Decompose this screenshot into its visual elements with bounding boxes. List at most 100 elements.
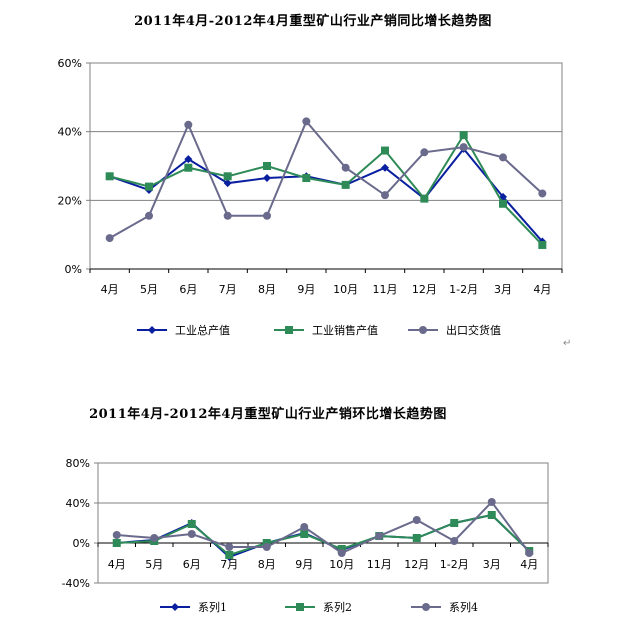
legend-label: 出口交货值: [446, 323, 501, 337]
x-tick-label: 8月: [258, 558, 276, 571]
data-point: [300, 530, 309, 538]
data-point: [381, 146, 389, 155]
data-point: [487, 511, 496, 519]
data-point: [487, 498, 496, 506]
legend-marker: [422, 603, 430, 611]
data-point: [105, 234, 114, 243]
data-point: [263, 162, 271, 170]
x-tick-label: 10月: [333, 283, 358, 296]
x-tick-label: 9月: [295, 558, 313, 571]
data-point: [145, 182, 153, 191]
data-point: [375, 532, 384, 540]
legend-marker: [148, 326, 156, 334]
series-line: [116, 513, 530, 557]
plot-area: [89, 62, 563, 270]
x-tick-label: 5月: [145, 558, 163, 571]
plot-area: [97, 462, 549, 584]
data-point: [538, 189, 547, 198]
data-point: [341, 180, 350, 189]
data-point: [145, 211, 153, 220]
legend-label: 系列4: [449, 600, 478, 614]
y-tick-label: 80%: [66, 457, 90, 470]
data-point: [263, 174, 271, 183]
chart-title: 2011年4月-2012年4月重型矿山行业产销环比增长趋势图: [89, 407, 447, 422]
data-point: [184, 155, 193, 164]
x-tick-label: 6月: [183, 558, 201, 571]
legend-label: 系列1: [198, 600, 227, 614]
legend-marker: [285, 326, 293, 334]
legend-marker: [296, 603, 304, 611]
legend-label: 工业销售产值: [312, 323, 378, 337]
mom-chart-plot: -40% 0% 40% 80% 4月 5月 6月 7月 8月 9月 10月 11月 12月 1-2月 3月 4…: [62, 457, 549, 614]
data-point: [412, 516, 421, 524]
series-line: [116, 500, 531, 555]
x-tick-label: 12月: [412, 283, 437, 296]
data-point: [225, 551, 234, 559]
x-tick-label: 3月: [494, 283, 512, 296]
y-tick-label: 0%: [73, 537, 90, 550]
x-tick-label: 1-2月: [449, 283, 478, 296]
data-point: [112, 539, 121, 547]
x-tick-label: 9月: [297, 283, 315, 296]
series-line: [109, 147, 544, 243]
series-line: [109, 119, 544, 239]
y-tick-label: -40%: [62, 577, 90, 590]
data-point: [337, 549, 346, 557]
legend-label: 系列2: [323, 600, 352, 614]
data-point: [459, 131, 468, 140]
x-tick-label: 5月: [140, 283, 158, 296]
data-point: [499, 199, 507, 208]
data-point: [459, 143, 468, 152]
data-point: [420, 194, 429, 203]
data-point: [381, 191, 389, 200]
x-tick-label: 1-2月: [440, 558, 469, 571]
data-point: [263, 211, 271, 220]
data-point: [302, 174, 311, 183]
x-tick-label: 6月: [179, 283, 197, 296]
x-tick-label: 3月: [483, 558, 501, 571]
data-point: [223, 172, 232, 181]
y-tick-label: 40%: [58, 126, 82, 139]
data-point: [412, 534, 421, 542]
series-line: [109, 133, 544, 246]
mom-chart: 2011年4月-2012年4月重型矿山行业产销环比增长趋势图 -40% 0% 40%…: [0, 395, 626, 633]
x-tick-label: 4月: [101, 283, 119, 296]
data-point: [223, 211, 232, 220]
legend-marker: [171, 603, 179, 611]
data-point: [112, 531, 121, 539]
paragraph-mark: ↵: [563, 338, 572, 349]
legend-label: 工业总产值: [175, 323, 230, 337]
data-point: [300, 523, 309, 531]
data-point: [538, 240, 547, 249]
y-tick-label: 40%: [66, 497, 90, 510]
yoy-chart: 2011年4月-2012年4月重型矿山行业产销同比增长趋势图 0% 20% 40% 6…: [58, 14, 563, 337]
x-tick-label: 7月: [219, 283, 237, 296]
data-point: [105, 172, 114, 181]
x-tick-label: 8月: [258, 283, 276, 296]
data-point: [187, 530, 196, 538]
chart-title: 2011年4月-2012年4月重型矿山行业产销同比增长趋势图: [134, 14, 492, 29]
y-tick-label: 20%: [58, 194, 82, 207]
x-tick-label: 12月: [404, 558, 429, 571]
legend-marker: [419, 326, 427, 334]
x-tick-label: 4月: [533, 283, 551, 296]
data-point: [302, 117, 311, 126]
data-point: [225, 543, 234, 551]
data-point: [525, 549, 534, 557]
data-point: [450, 519, 459, 527]
data-point: [341, 163, 350, 172]
y-tick-label: 0%: [65, 263, 82, 276]
yoy-chart-plot: 0% 20% 40% 60% 4月 5月 6月 7月 8月 9月 10月 11月 12月 1-2月 3月 4月…: [58, 57, 563, 337]
x-tick-label: 11月: [373, 283, 398, 296]
data-point: [262, 543, 271, 551]
data-point: [184, 120, 193, 129]
x-tick-label: 7月: [220, 558, 238, 571]
data-point: [187, 520, 196, 528]
data-point: [381, 163, 389, 172]
x-tick-label: 4月: [520, 558, 538, 571]
x-tick-label: 11月: [367, 558, 392, 571]
data-point: [420, 148, 429, 157]
data-point: [184, 163, 193, 172]
x-tick-label: 10月: [329, 558, 354, 571]
x-tick-label: 4月: [108, 558, 126, 571]
